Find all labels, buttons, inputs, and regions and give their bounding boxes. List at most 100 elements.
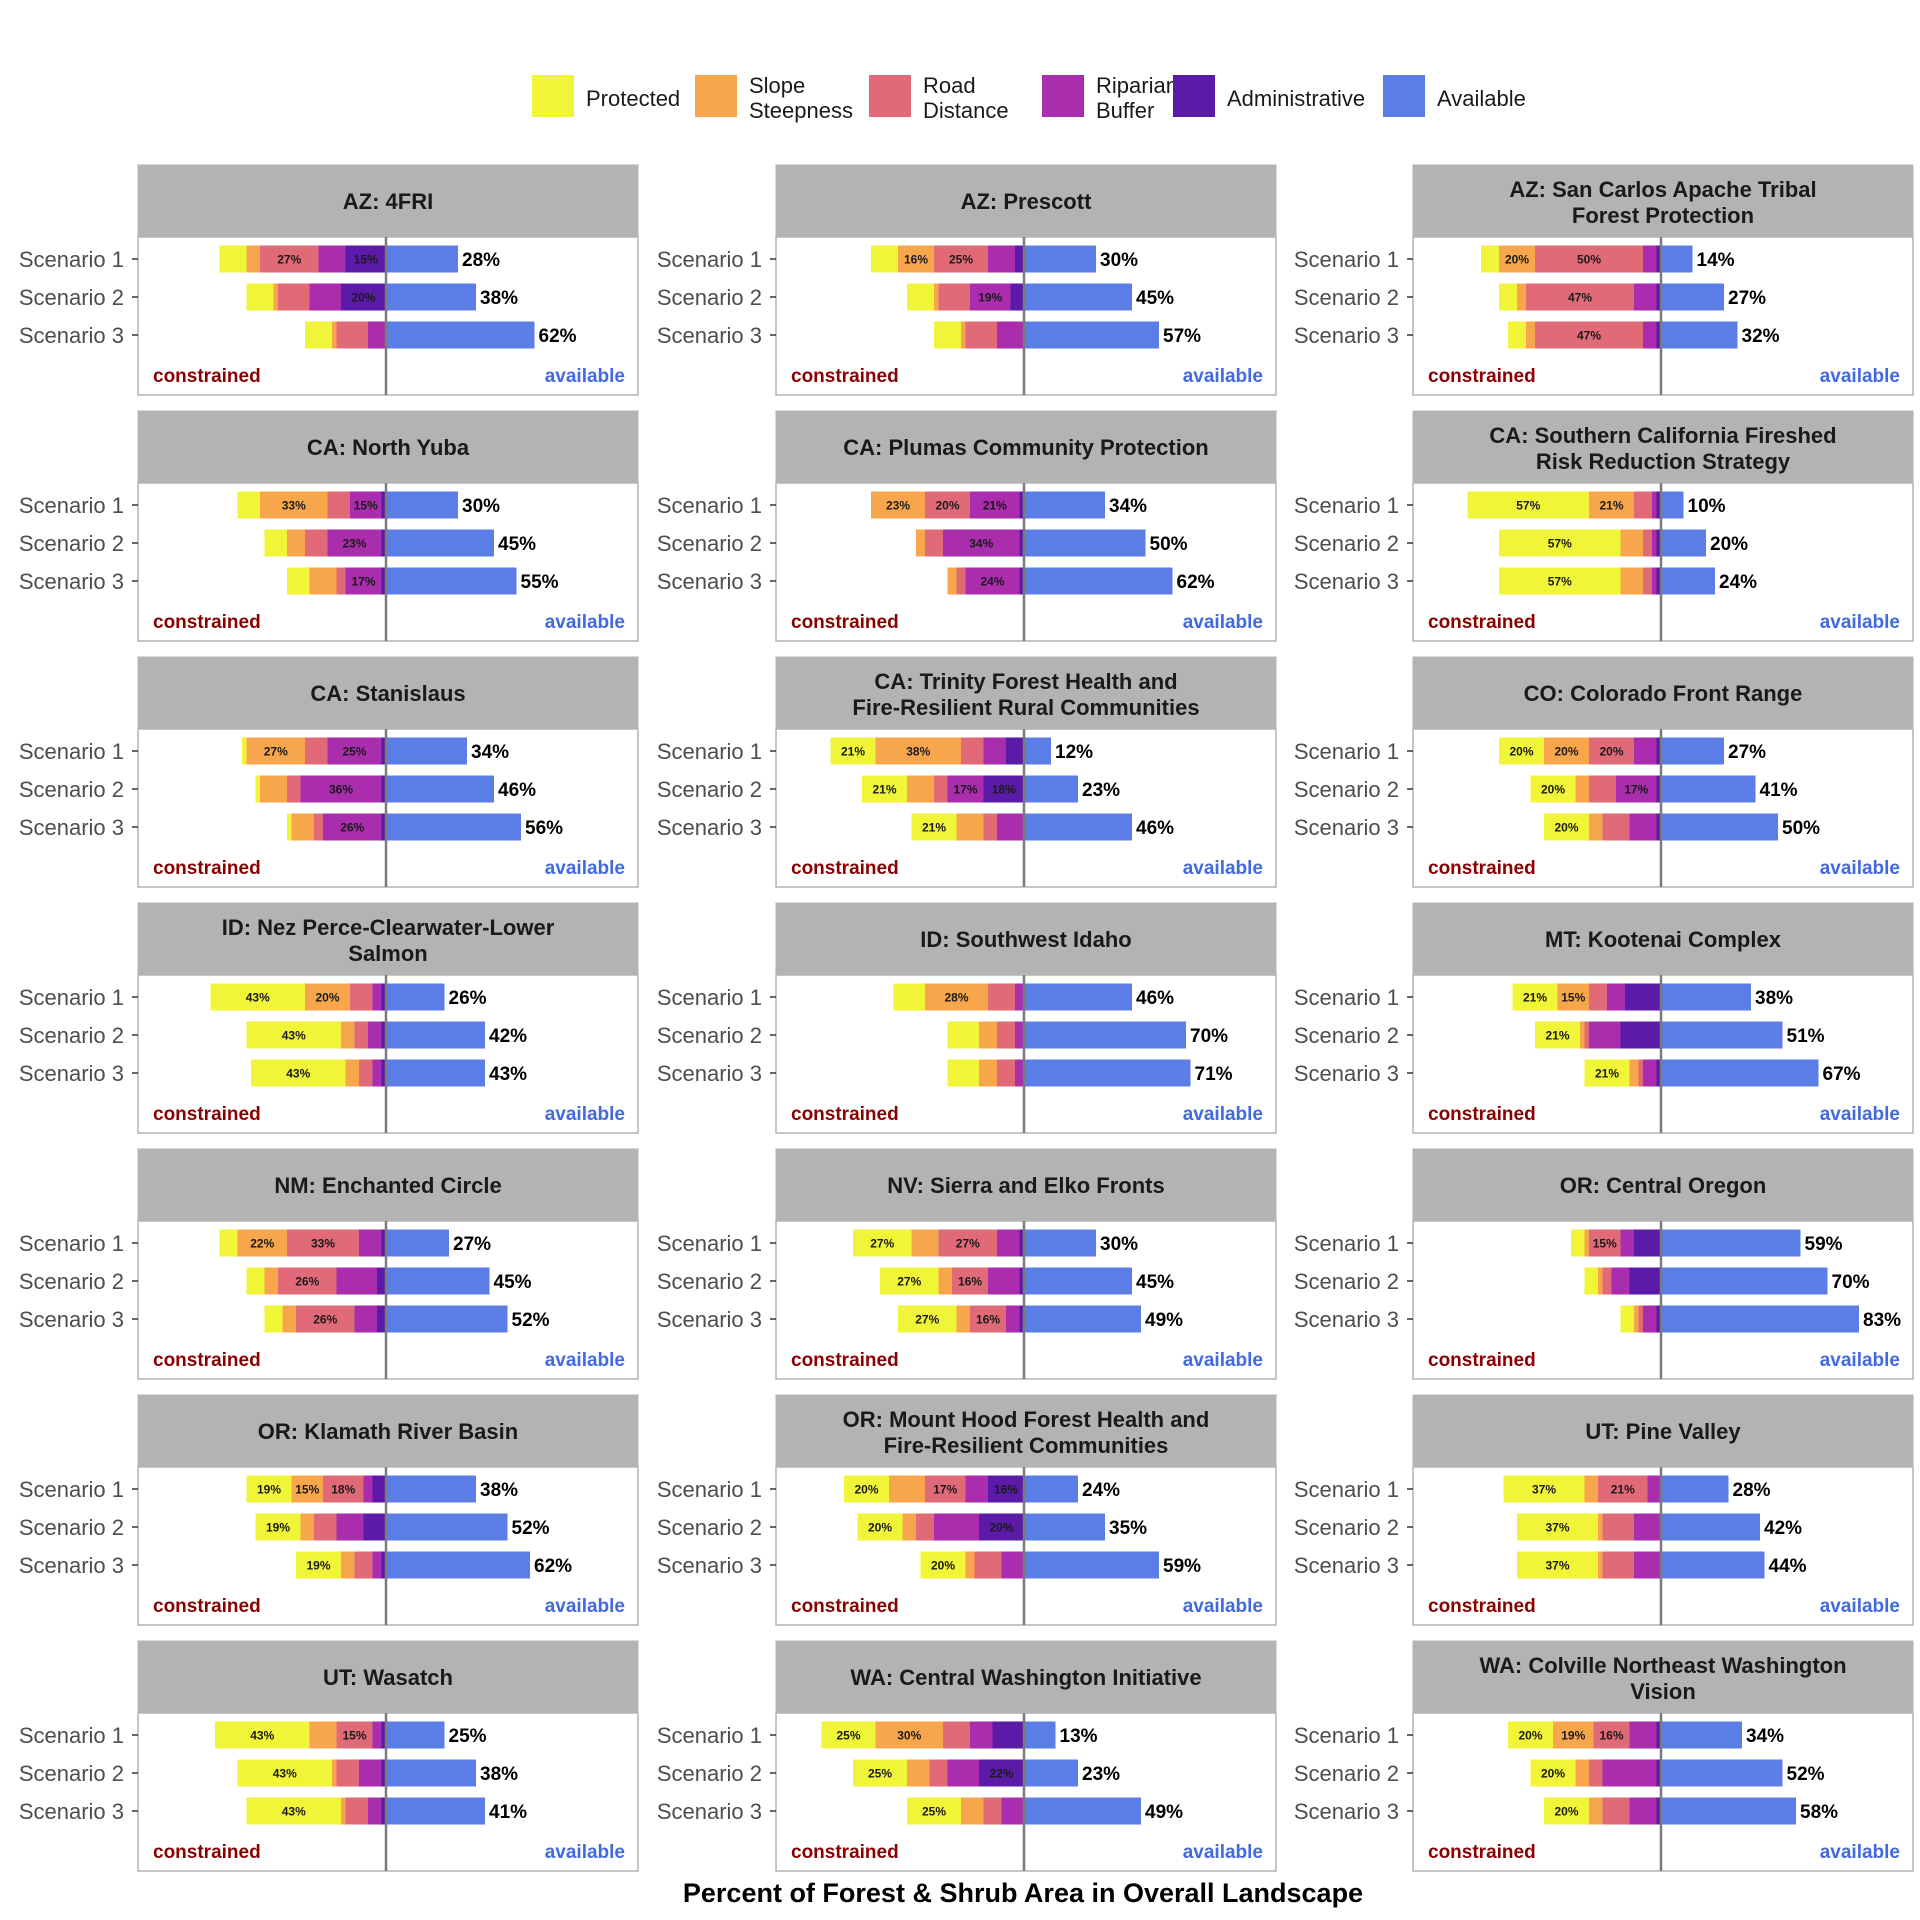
bar-row-1: Scenario 1 25% 16% 30% [657, 245, 1138, 273]
bar-segment-slope-steepness [965, 1551, 975, 1579]
bar-segment-administrative [1656, 491, 1661, 519]
bar-segment-road-distance [965, 321, 997, 349]
segment-percent-label: 20% [868, 1521, 892, 1535]
panel-nv-sierra-and-elko-fronts: NV: Sierra and Elko Fronts Scenario 1 27% 2… [657, 1148, 1277, 1380]
bar-segment-administrative [1656, 1059, 1661, 1087]
bar-row-1: Scenario 1 28% 46% [657, 983, 1174, 1011]
bar-segment-slope-steepness [875, 737, 961, 765]
available-percent-label: 27% [1728, 742, 1766, 763]
bar-segment-riparian-buffer [947, 1759, 979, 1787]
row-label: Scenario 1 [1294, 247, 1399, 272]
bar-segment-road-distance [1598, 1475, 1648, 1503]
row-label: Scenario 2 [1294, 1761, 1399, 1786]
bar-row-3: Scenario 3 57% 24% [1294, 567, 1757, 595]
bar-segment-protected [1508, 1721, 1553, 1749]
bar-segment-available [1024, 1059, 1191, 1087]
segment-percent-label: 57% [1516, 499, 1540, 513]
bar-segment-slope-steepness [237, 1229, 287, 1257]
bar-segment-protected [844, 1475, 889, 1503]
legend-swatch-available [1383, 75, 1425, 117]
bar-segment-slope-steepness [979, 1059, 997, 1087]
segment-percent-label: 43% [282, 1029, 306, 1043]
bar-segment-available [1661, 491, 1684, 519]
row-label: Scenario 1 [1294, 739, 1399, 764]
bar-segment-riparian-buffer [368, 1021, 382, 1049]
row-label: Scenario 1 [19, 493, 124, 518]
panel-title: ID: Southwest Idaho [920, 927, 1131, 952]
panel-or-klamath-river-basin: OR: Klamath River Basin Scenario 1 18% 15% 1… [19, 1394, 639, 1626]
available-percent-label: 13% [1060, 1726, 1098, 1747]
bar-segment-available [1661, 245, 1693, 273]
bar-segment-road-distance [354, 1551, 373, 1579]
bar-row-2: Scenario 2 57% 20% [1294, 529, 1748, 557]
bar-segment-available [1024, 283, 1132, 311]
available-label: available [1183, 1842, 1263, 1863]
available-label: available [545, 1842, 625, 1863]
bar-segment-protected [947, 1021, 979, 1049]
bar-segment-riparian-buffer [1589, 1021, 1621, 1049]
bar-row-2: Scenario 2 17% 20% 41% [1294, 775, 1798, 803]
panel-title: AZ: San Carlos Apache Tribal Forest Prote… [1509, 177, 1816, 228]
panel-title: OR: Klamath River Basin [258, 1419, 518, 1444]
bar-segment-protected [821, 1721, 876, 1749]
constrained-label: constrained [153, 1842, 261, 1863]
row-label: Scenario 3 [19, 815, 124, 840]
bar-row-2: Scenario 2 18% 17% 21% 23% [657, 775, 1120, 803]
legend-swatch-slope-steepness [695, 75, 737, 117]
bar-segment-available [1024, 567, 1173, 595]
available-percent-label: 38% [480, 1480, 518, 1501]
bar-row-1: Scenario 1 15% 21% 38% [1294, 983, 1793, 1011]
bar-row-3: Scenario 3 26% 52% [19, 1305, 550, 1333]
bar-segment-available [1661, 983, 1751, 1011]
bar-segment-available [1661, 1267, 1828, 1295]
constrained-label: constrained [153, 858, 261, 879]
panel-title: NM: Enchanted Circle [274, 1173, 501, 1198]
bar-segment-protected [853, 1229, 912, 1257]
segment-percent-label: 22% [989, 1767, 1013, 1781]
bar-segment-riparian-buffer [1602, 1759, 1657, 1787]
legend-item-available: Available [1383, 75, 1526, 117]
bar-segment-road-distance [1602, 1797, 1630, 1825]
x-axis-title: Percent of Forest & Shrub Area in Overal… [683, 1878, 1363, 1908]
constrained-label: constrained [153, 612, 261, 633]
panel-title: CA: North Yuba [307, 435, 470, 460]
panel-title: CO: Colorado Front Range [1524, 681, 1803, 706]
bar-segment-riparian-buffer [1629, 1797, 1657, 1825]
bar-segment-protected [1584, 1059, 1630, 1087]
segment-percent-label: 50% [1577, 253, 1601, 267]
available-label: available [545, 366, 625, 387]
available-percent-label: 30% [1100, 250, 1138, 271]
segment-percent-label: 37% [1532, 1483, 1556, 1497]
bar-segment-protected [907, 283, 934, 311]
bar-row-2: Scenario 2 43% 38% [19, 1759, 518, 1787]
bar-segment-administrative [1656, 775, 1661, 803]
bar-segment-slope-steepness [871, 491, 925, 519]
bar-segment-road-distance [336, 1721, 373, 1749]
available-percent-label: 43% [489, 1064, 527, 1085]
segment-percent-label: 19% [306, 1559, 330, 1573]
bar-segment-administrative [1006, 737, 1024, 765]
bar-segment-riparian-buffer [1634, 1513, 1661, 1541]
available-percent-label: 38% [480, 288, 518, 309]
row-label: Scenario 2 [1294, 1515, 1399, 1540]
bar-row-1: Scenario 1 15% 43% 25% [19, 1721, 487, 1749]
panel-strip [1412, 410, 1914, 484]
panel-strip [775, 410, 1277, 484]
row-label: Scenario 1 [1294, 985, 1399, 1010]
row-label: Scenario 1 [19, 1723, 124, 1748]
constrained-label: constrained [153, 1104, 261, 1125]
available-label: available [545, 858, 625, 879]
available-percent-label: 59% [1805, 1234, 1843, 1255]
row-label: Scenario 3 [19, 1061, 124, 1086]
bar-segment-slope-steepness [961, 321, 966, 349]
legend-label-available: Available [1437, 86, 1526, 111]
bar-segment-riparian-buffer [943, 529, 1020, 557]
bar-segment-administrative [372, 1475, 386, 1503]
panel-title: ID: Nez Perce-Clearwater-Lower Salmon [222, 915, 555, 966]
row-label: Scenario 3 [1294, 1307, 1399, 1332]
segment-percent-label: 25% [949, 253, 973, 267]
bar-segment-riparian-buffer [1652, 529, 1657, 557]
bar-segment-road-distance [359, 1059, 373, 1087]
bar-segment-riparian-buffer [1616, 775, 1657, 803]
